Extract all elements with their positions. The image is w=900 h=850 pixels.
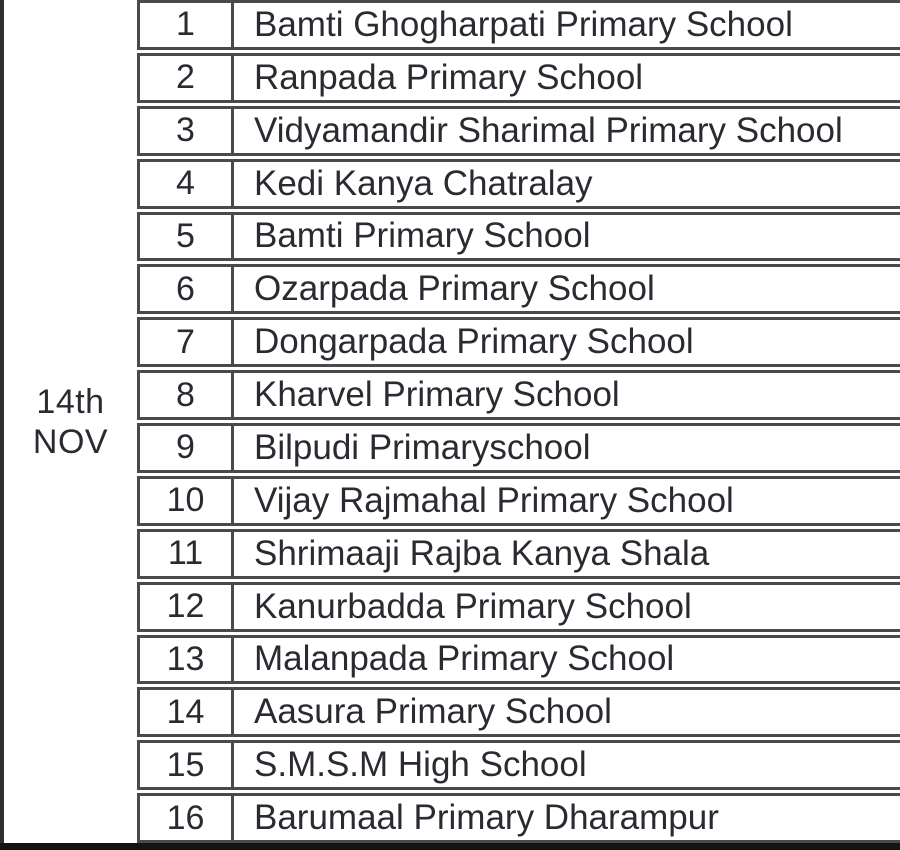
table-row: 12 Kanurbadda Primary School — [137, 581, 900, 632]
table-row: 8 Kharvel Primary School — [137, 370, 900, 420]
serial-number-cell: 7 — [140, 320, 234, 365]
serial-number-cell: 4 — [140, 161, 234, 206]
table-row: 11 Shrimaaji Rajba Kanya Shala — [137, 528, 900, 579]
table-row: 16 Barumaal Primary Dharampur — [137, 793, 900, 843]
serial-number-cell: 1 — [140, 3, 234, 47]
serial-number-cell: 13 — [140, 637, 234, 682]
school-name-cell: Ozarpada Primary School — [254, 269, 655, 309]
date-line-day: 14th — [36, 382, 105, 421]
school-name-cell: Vijay Rajmahal Primary School — [254, 480, 734, 520]
table-row: 15 S.M.S.M High School — [137, 740, 900, 791]
serial-number-cell: 3 — [140, 108, 234, 153]
school-name-cell: Ranpada Primary School — [254, 57, 644, 97]
school-name-cell: Bilpudi Primaryschool — [254, 427, 591, 467]
serial-number-cell: 10 — [140, 478, 234, 523]
table-row: 5 Bamti Primary School — [137, 211, 900, 262]
school-name-cell: Aasura Primary School — [254, 692, 612, 732]
school-rows-container: 1 Bamti Ghogharpati Primary School 2 Ran… — [137, 0, 900, 843]
table-row: 13 Malanpada Primary School — [137, 634, 900, 685]
serial-number-cell: 9 — [140, 426, 234, 470]
school-name-cell: Barumaal Primary Dharampur — [254, 798, 719, 838]
school-name-cell: Bamti Ghogharpati Primary School — [254, 4, 793, 44]
table-row: 9 Bilpudi Primaryschool — [137, 423, 900, 473]
date-line-month: NOV — [32, 422, 109, 461]
serial-number-cell: 14 — [140, 690, 234, 735]
school-name-cell: Kharvel Primary School — [254, 375, 620, 415]
date-cell: 14th NOV — [4, 0, 137, 843]
table-row: 2 Ranpada Primary School — [137, 52, 900, 103]
table-row: 4 Kedi Kanya Chatralay — [137, 158, 900, 209]
table-row: 3 Vidyamandir Sharimal Primary School — [137, 105, 900, 156]
serial-number-cell: 12 — [140, 584, 234, 629]
school-name-cell: Shrimaaji Rajba Kanya Shala — [254, 533, 710, 573]
school-name-cell: Kanurbadda Primary School — [254, 586, 692, 626]
serial-number-cell: 8 — [140, 373, 234, 417]
table-row: 14 Aasura Primary School — [137, 687, 900, 738]
table-row: 1 Bamti Ghogharpati Primary School — [137, 0, 900, 50]
school-name-cell: Malanpada Primary School — [254, 639, 675, 679]
serial-number-cell: 6 — [140, 267, 234, 312]
serial-number-cell: 5 — [140, 214, 234, 259]
serial-number-cell: 16 — [140, 796, 234, 840]
table-row: 7 Dongarpada Primary School — [137, 317, 900, 368]
school-name-cell: Bamti Primary School — [254, 216, 591, 256]
serial-number-cell: 15 — [140, 743, 234, 788]
table-row: 10 Vijay Rajmahal Primary School — [137, 475, 900, 526]
serial-number-cell: 2 — [140, 55, 234, 100]
school-name-cell: S.M.S.M High School — [254, 745, 587, 785]
left-edge-border — [0, 0, 4, 843]
serial-number-cell: 11 — [140, 531, 234, 576]
school-name-cell: Kedi Kanya Chatralay — [254, 163, 593, 203]
bottom-edge-bar — [0, 843, 900, 850]
school-name-cell: Vidyamandir Sharimal Primary School — [254, 110, 843, 150]
table-row: 6 Ozarpada Primary School — [137, 264, 900, 315]
school-name-cell: Dongarpada Primary School — [254, 322, 694, 362]
